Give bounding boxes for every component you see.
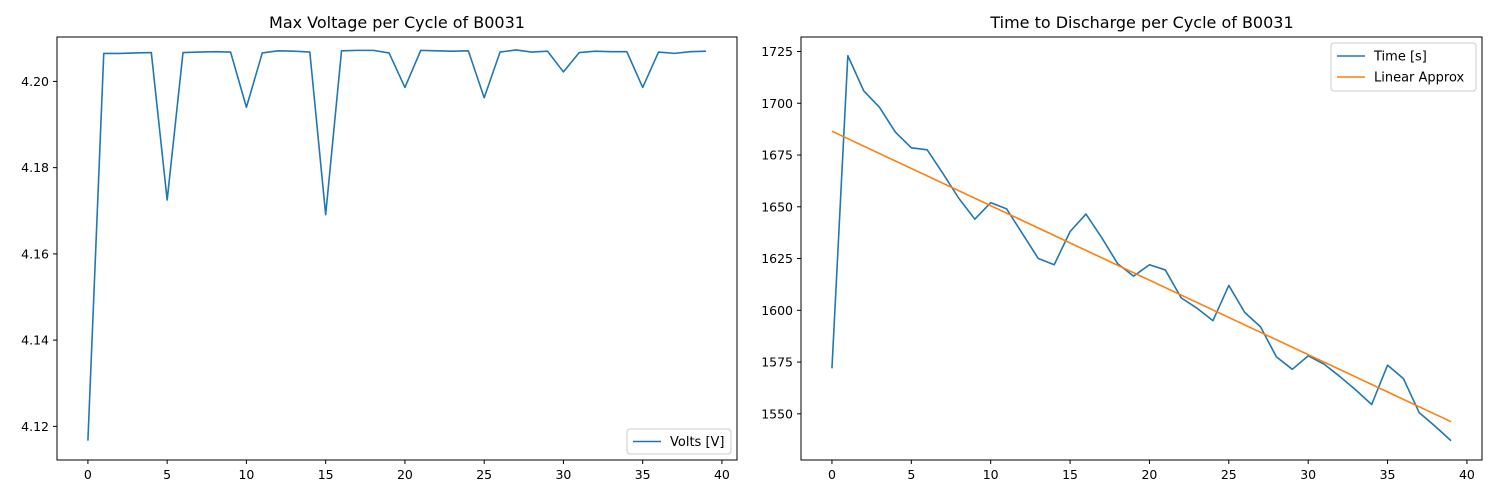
voltage-x-tick-label: 30 xyxy=(555,467,571,482)
discharge-y-ticks: 1550 1575 1600 1625 1650 1675 1700 1725 xyxy=(761,44,801,421)
voltage-x-tick-label: 5 xyxy=(163,467,171,482)
discharge-legend-label-linear: Linear Approx xyxy=(1374,71,1465,86)
voltage-line-layer xyxy=(87,49,707,441)
discharge-y-tick-label: 1725 xyxy=(761,44,793,59)
voltage-series-line-0 xyxy=(87,49,707,441)
voltage-legend-box xyxy=(626,428,732,455)
voltage-x-tick-label: 15 xyxy=(318,467,334,482)
discharge-y-tick-label: 1575 xyxy=(761,355,793,370)
voltage-chart: Max Voltage per Cycle of B0031 0 5 10 15 20 2… xyxy=(21,13,738,482)
discharge-chart-title: Time to Discharge per Cycle of B0031 xyxy=(989,13,1293,32)
voltage-y-tick-label: 4.12 xyxy=(21,419,49,434)
discharge-chart: Time to Discharge per Cycle of B0031 0 5 1… xyxy=(761,13,1483,482)
voltage-x-tick-label: 35 xyxy=(635,467,651,482)
voltage-y-tick-label: 4.20 xyxy=(21,74,49,89)
voltage-y-tick-label: 4.16 xyxy=(21,246,49,261)
voltage-y-tick-label: 4.14 xyxy=(21,333,49,348)
discharge-x-tick-label: 25 xyxy=(1221,467,1237,482)
discharge-x-ticks: 0 5 10 15 20 25 30 35 40 xyxy=(828,460,1475,482)
voltage-y-tick-label: 4.18 xyxy=(21,160,49,175)
discharge-x-tick-label: 30 xyxy=(1300,467,1316,482)
discharge-line-layer xyxy=(831,54,1452,442)
discharge-y-tick-label: 1600 xyxy=(761,303,793,318)
discharge-y-tick-label: 1650 xyxy=(761,199,793,214)
discharge-y-tick-label: 1625 xyxy=(761,251,793,266)
discharge-x-tick-label: 15 xyxy=(1062,467,1078,482)
discharge-series-line-0 xyxy=(831,54,1452,442)
discharge-x-tick-label: 10 xyxy=(983,467,999,482)
discharge-y-tick-label: 1550 xyxy=(761,406,793,421)
discharge-x-tick-label: 20 xyxy=(1141,467,1157,482)
voltage-x-tick-label: 40 xyxy=(714,467,730,482)
voltage-x-tick-label: 10 xyxy=(238,467,254,482)
discharge-y-tick-label: 1675 xyxy=(761,148,793,163)
voltage-x-ticks: 0 5 10 15 20 25 30 35 40 xyxy=(84,460,730,482)
discharge-legend-label-time: Time [s] xyxy=(1373,50,1427,65)
discharge-x-tick-label: 35 xyxy=(1380,467,1396,482)
discharge-series-line-1 xyxy=(831,130,1452,423)
discharge-legend: Time [s] Linear Approx xyxy=(1330,42,1477,92)
discharge-x-tick-label: 0 xyxy=(828,467,836,482)
discharge-y-tick-label: 1700 xyxy=(761,96,793,111)
voltage-y-ticks: 4.12 4.14 4.16 4.18 4.20 xyxy=(21,74,57,434)
voltage-legend: Volts [V] xyxy=(626,428,732,455)
voltage-x-tick-label: 25 xyxy=(476,467,492,482)
voltage-x-tick-label: 0 xyxy=(84,467,92,482)
discharge-x-tick-label: 40 xyxy=(1459,467,1475,482)
discharge-x-tick-label: 5 xyxy=(907,467,915,482)
voltage-plot-frame xyxy=(56,36,738,461)
voltage-x-tick-label: 20 xyxy=(397,467,413,482)
discharge-plot-frame xyxy=(800,36,1483,461)
discharge-legend-box xyxy=(1330,42,1477,92)
voltage-chart-title: Max Voltage per Cycle of B0031 xyxy=(269,13,525,32)
voltage-legend-label: Volts [V] xyxy=(670,435,725,450)
